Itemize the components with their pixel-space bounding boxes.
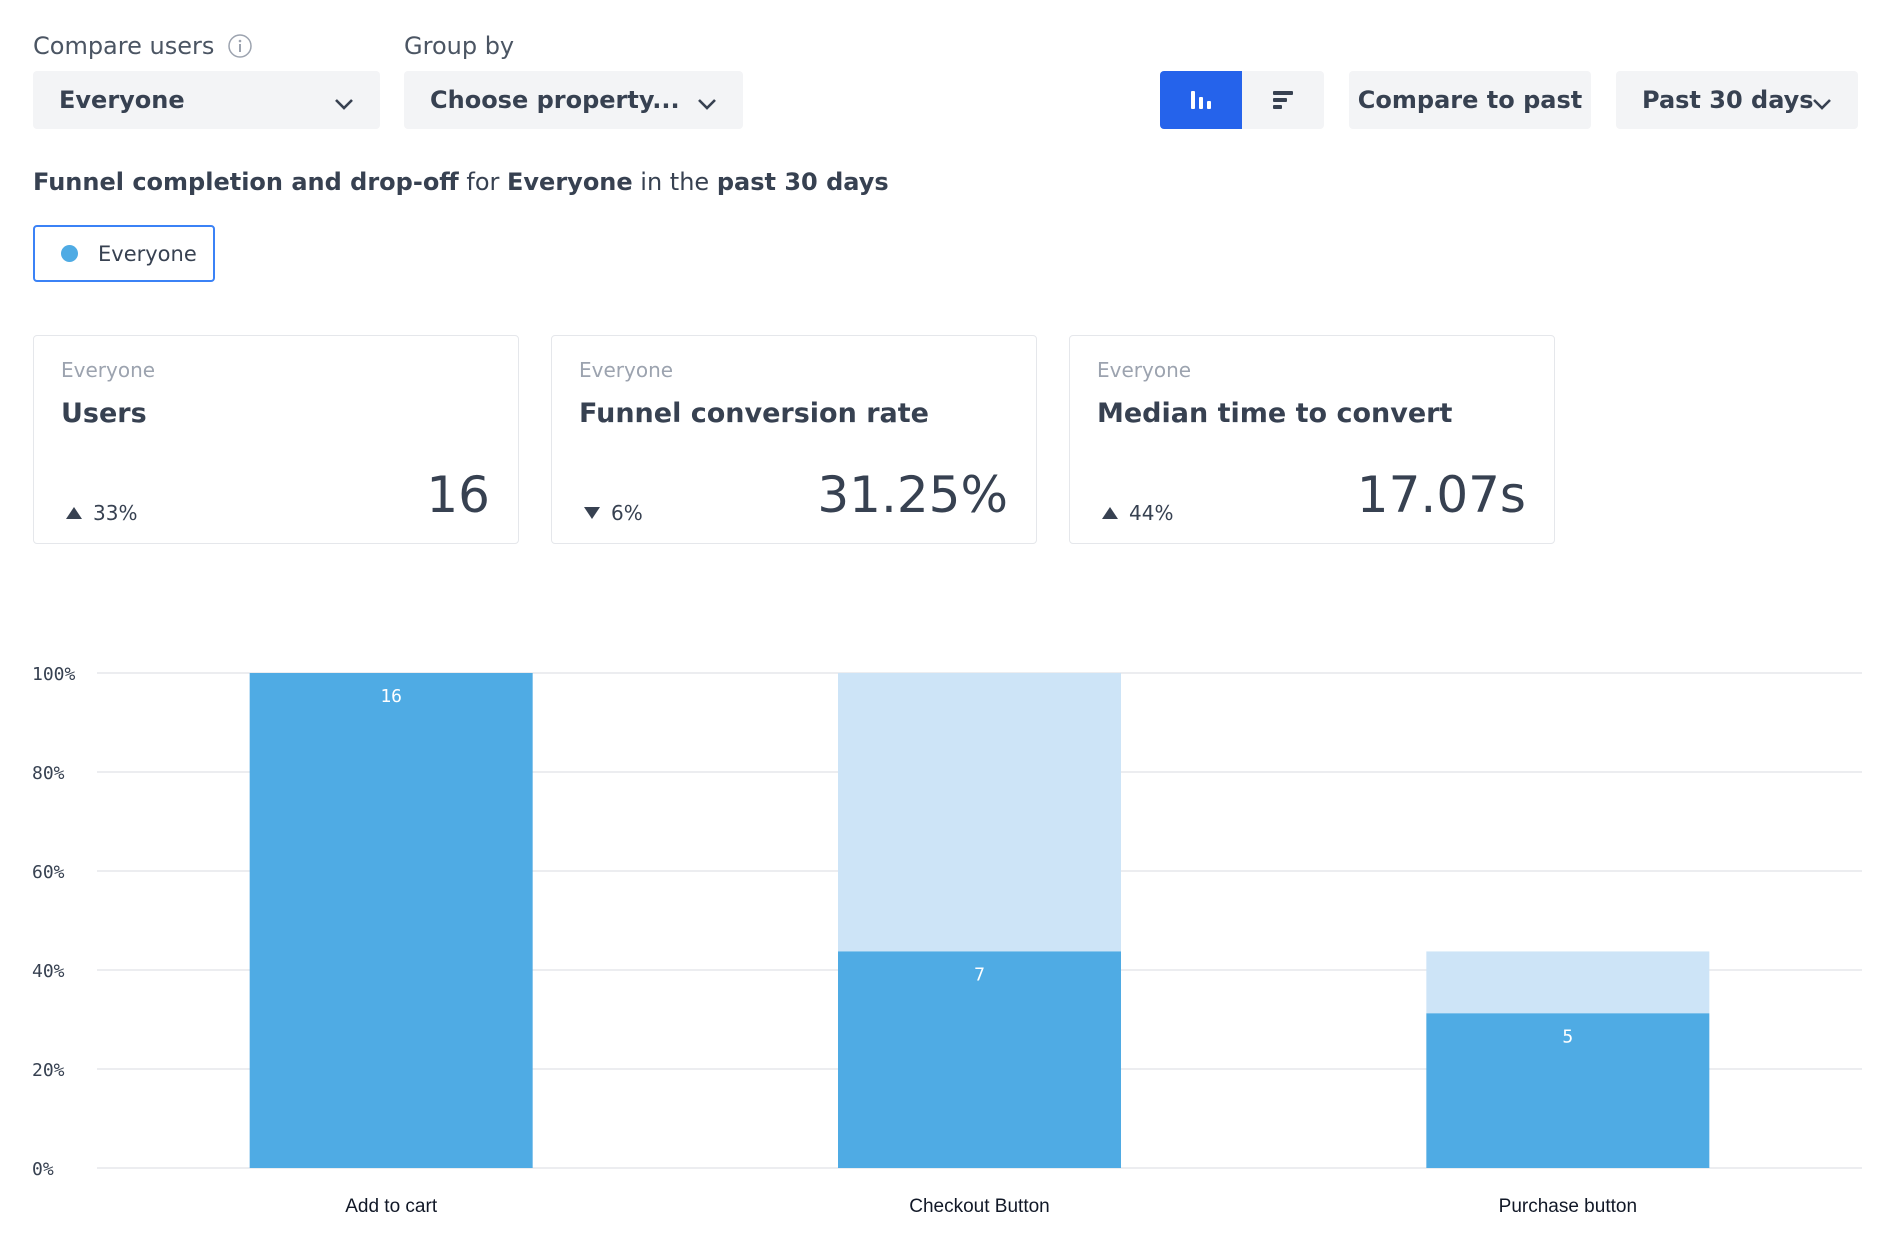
- metric-delta-value: 33%: [93, 501, 138, 525]
- headline-text: in the: [632, 168, 717, 196]
- chevron-down-icon: [1812, 91, 1832, 110]
- x-tick-label: Checkout Button: [909, 1196, 1049, 1217]
- chevron-down-icon: [697, 91, 717, 110]
- metric-delta: 44%: [1101, 501, 1173, 525]
- date-range-value: Past 30 days: [1642, 86, 1814, 114]
- group-by-select[interactable]: Choose property...: [404, 71, 743, 129]
- metric-title: Median time to convert: [1097, 398, 1453, 429]
- vertical-bars-icon: [1191, 91, 1211, 109]
- headline-period: past 30 days: [716, 168, 889, 196]
- legend-label: Everyone: [98, 241, 197, 266]
- bar-converted: [249, 673, 533, 1168]
- triangle-down-icon: [584, 507, 600, 519]
- x-tick-label: Purchase button: [1499, 1196, 1637, 1217]
- bar-dropoff: [1426, 951, 1710, 1014]
- bar-data-label: 16: [380, 686, 402, 707]
- metric-card-users: Everyone Users 33% 16: [33, 335, 519, 544]
- y-tick-label: 100%: [32, 664, 76, 685]
- metric-value: 17.07s: [1356, 466, 1526, 524]
- legend-dot: [61, 245, 78, 262]
- metric-title: Funnel conversion rate: [579, 398, 929, 429]
- horizontal-bars-button[interactable]: [1242, 71, 1324, 129]
- y-tick-label: 80%: [32, 763, 65, 784]
- y-tick-label: 20%: [32, 1060, 65, 1081]
- metric-value: 16: [426, 466, 490, 524]
- compare-users-select[interactable]: Everyone: [33, 71, 380, 129]
- bar-data-label: 5: [1562, 1026, 1573, 1047]
- compare-users-value: Everyone: [59, 86, 185, 114]
- info-icon[interactable]: [228, 34, 253, 58]
- triangle-up-icon: [66, 507, 82, 519]
- metric-card-conversion-rate: Everyone Funnel conversion rate 6% 31.25…: [551, 335, 1037, 544]
- bar-converted: [1426, 1013, 1710, 1168]
- date-range-select[interactable]: Past 30 days: [1616, 71, 1858, 129]
- compare-to-past-button[interactable]: Compare to past: [1349, 71, 1591, 129]
- metric-delta: 6%: [583, 501, 643, 525]
- metric-segment: Everyone: [61, 358, 156, 382]
- metric-delta: 33%: [65, 501, 137, 525]
- y-tick-label: 60%: [32, 862, 65, 883]
- metric-card-median-time: Everyone Median time to convert 44% 17.0…: [1069, 335, 1555, 544]
- metric-value: 31.25%: [817, 466, 1008, 524]
- horizontal-bars-icon: [1273, 91, 1293, 109]
- metric-title: Users: [61, 398, 147, 429]
- triangle-up-icon: [1102, 507, 1118, 519]
- metric-delta-value: 44%: [1129, 501, 1174, 525]
- metric-segment: Everyone: [1097, 358, 1192, 382]
- chart-type-toggle: [1160, 71, 1324, 129]
- bar-converted: [838, 951, 1121, 1168]
- group-by-label: Group by: [404, 32, 515, 60]
- metric-delta-value: 6%: [611, 501, 643, 525]
- y-tick-label: 40%: [32, 961, 65, 982]
- vertical-bars-button[interactable]: [1160, 71, 1242, 129]
- headline-segment: Everyone: [507, 168, 633, 196]
- funnel-bar-chart: 100% 80% 60% 40% 20% 0% 16 Add to cart 7 Checkout…: [32, 664, 1862, 1217]
- compare-users-label-text: Compare users: [33, 32, 215, 60]
- legend-item-everyone[interactable]: Everyone: [33, 225, 215, 282]
- group-by-value: Choose property...: [430, 86, 680, 114]
- x-tick-label: Add to cart: [345, 1196, 438, 1217]
- bar-dropoff: [838, 673, 1121, 952]
- headline-text: for: [458, 168, 508, 196]
- bar-data-label: 7: [974, 964, 985, 985]
- metric-segment: Everyone: [579, 358, 674, 382]
- compare-users-label: Compare users: [33, 32, 253, 60]
- chevron-down-icon: [334, 91, 354, 110]
- chart-headline: Funnel completion and drop-off for Every…: [33, 168, 889, 196]
- headline-metric: Funnel completion and drop-off: [33, 168, 459, 196]
- y-tick-label: 0%: [32, 1159, 54, 1180]
